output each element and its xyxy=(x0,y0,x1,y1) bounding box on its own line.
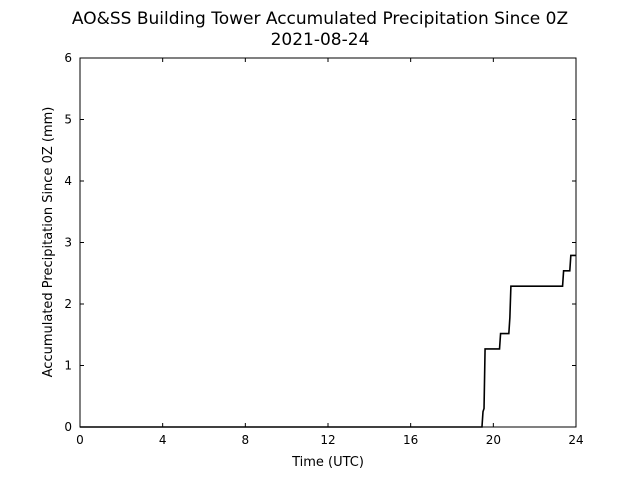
y-axis-label: Accumulated Precipitation Since 0Z (mm) xyxy=(41,107,56,378)
chart-title: AO&SS Building Tower Accumulated Precipi… xyxy=(72,9,568,29)
x-tick-label: 4 xyxy=(159,433,167,447)
y-tick-label: 4 xyxy=(64,174,72,188)
y-axis: 0 1 2 3 4 5 6 xyxy=(64,51,576,434)
chart-subtitle: 2021-08-24 xyxy=(271,30,370,50)
x-tick-label: 20 xyxy=(486,433,501,447)
x-tick-label: 12 xyxy=(320,433,335,447)
plot-frame xyxy=(79,57,577,428)
y-tick-label: 1 xyxy=(64,359,72,373)
y-tick-label: 0 xyxy=(64,420,72,434)
y-tick-label: 6 xyxy=(64,51,72,65)
x-tick-label: 16 xyxy=(403,433,418,447)
x-tick-label: 8 xyxy=(242,433,250,447)
precipitation-series-line xyxy=(80,254,576,428)
y-tick-label: 2 xyxy=(64,297,72,311)
y-tick-label: 5 xyxy=(64,113,72,127)
x-tick-label: 0 xyxy=(76,433,84,447)
x-tick-label: 24 xyxy=(568,433,583,447)
y-tick-label: 3 xyxy=(64,236,72,250)
x-axis-label: Time (UTC) xyxy=(291,455,364,470)
x-axis: 0 4 8 12 16 20 24 xyxy=(76,58,584,447)
